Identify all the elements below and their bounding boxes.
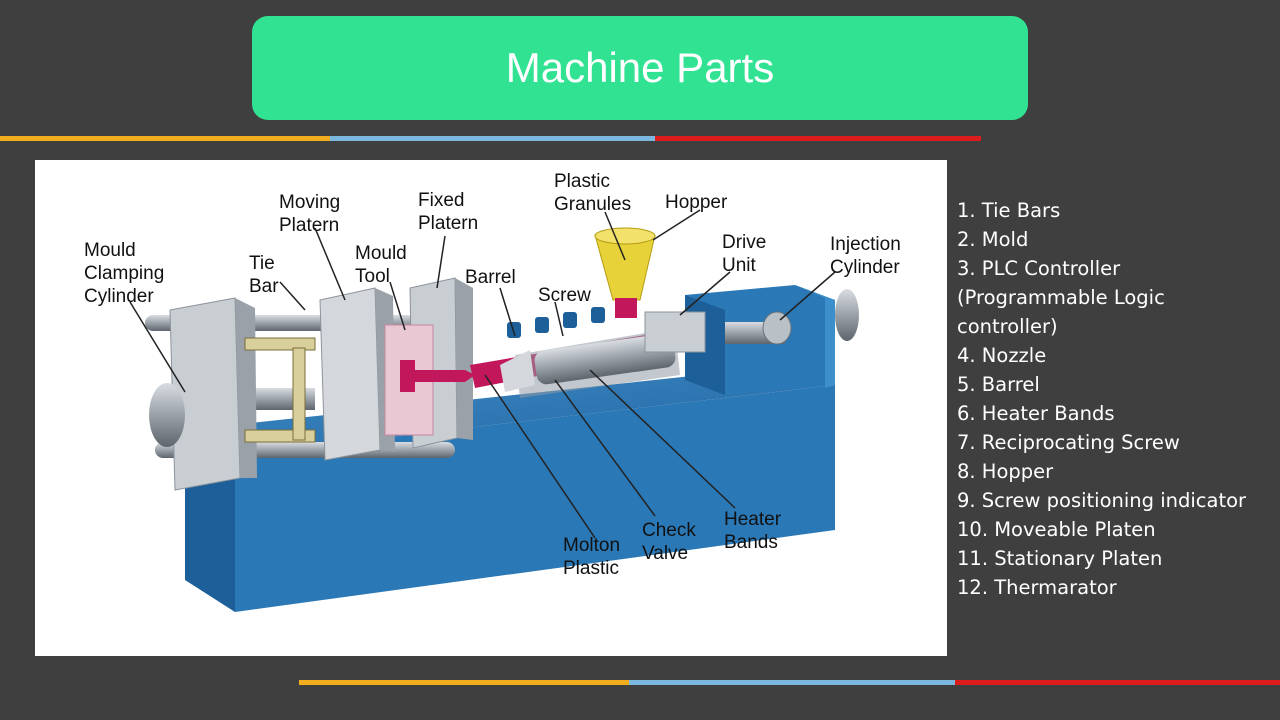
top-stripe-red: [655, 136, 981, 141]
injection-molding-diagram: Mould Clamping Cylinder Tie Bar Moving P…: [35, 160, 947, 656]
leader-lines: [129, 209, 836, 539]
parts-list-item: 7. Reciprocating Screw: [957, 431, 1180, 454]
top-stripe-blue: [330, 136, 655, 141]
label-check-valve: Check Valve: [642, 520, 701, 564]
label-injection-cylinder: Injection Cylinder: [830, 234, 906, 278]
parts-list-item: 3. PLC Controller: [957, 257, 1121, 280]
parts-list-item: 5. Barrel: [957, 373, 1040, 396]
parts-list-item: 4. Nozzle: [957, 344, 1047, 367]
parts-list-item: 6. Heater Bands: [957, 402, 1115, 425]
parts-list-item: 9. Screw positioning indicator: [957, 489, 1247, 512]
top-stripe-yellow: [0, 136, 330, 141]
bottom-stripe-blue: [629, 680, 955, 685]
label-mould-tool: Mould Tool: [355, 243, 412, 287]
parts-list-item: 12. Thermarator: [957, 576, 1117, 599]
title-banner: Machine Parts: [252, 16, 1028, 120]
label-hopper: Hopper: [665, 192, 728, 213]
clamping-unit: [149, 277, 475, 491]
parts-list-item: 8. Hopper: [957, 460, 1054, 483]
label-fixed-platern: Fixed Platern: [418, 190, 478, 234]
diagram-labels: Mould Clamping Cylinder Tie Bar Moving P…: [84, 171, 906, 579]
slide-title: Machine Parts: [505, 44, 775, 91]
injection-housing: [685, 285, 859, 395]
label-screw: Screw: [538, 285, 591, 306]
parts-list-item: 10. Moveable Platen: [957, 518, 1156, 541]
label-heater-bands: Heater Bands: [724, 509, 786, 553]
label-tie-bar: Tie Bar: [249, 253, 280, 297]
bottom-stripe-red: [955, 680, 1280, 685]
parts-list-item: 1. Tie Bars: [957, 199, 1061, 222]
label-drive-unit: Drive Unit: [722, 232, 772, 276]
parts-list: 1. Tie Bars 2. Mold 3. PLC Controller (P…: [957, 196, 1277, 602]
label-molton-plastic: Molton Plastic: [563, 535, 625, 579]
parts-list-item: (Programmable Logic: [957, 286, 1165, 309]
label-barrel: Barrel: [465, 267, 516, 288]
bottom-stripe-yellow: [299, 680, 629, 685]
parts-list-item: 2. Mold: [957, 228, 1029, 251]
label-moving-platern: Moving Platern: [279, 192, 346, 236]
injection-unit: [470, 227, 706, 398]
label-mould-clamping-cylinder: Mould Clamping Cylinder: [84, 240, 170, 307]
machine-illustration: Mould Clamping Cylinder Tie Bar Moving P…: [84, 171, 906, 612]
parts-list-item: controller): [957, 315, 1058, 338]
parts-list-item: 11. Stationary Platen: [957, 547, 1163, 570]
label-plastic-granules: Plastic Granules: [554, 171, 631, 215]
